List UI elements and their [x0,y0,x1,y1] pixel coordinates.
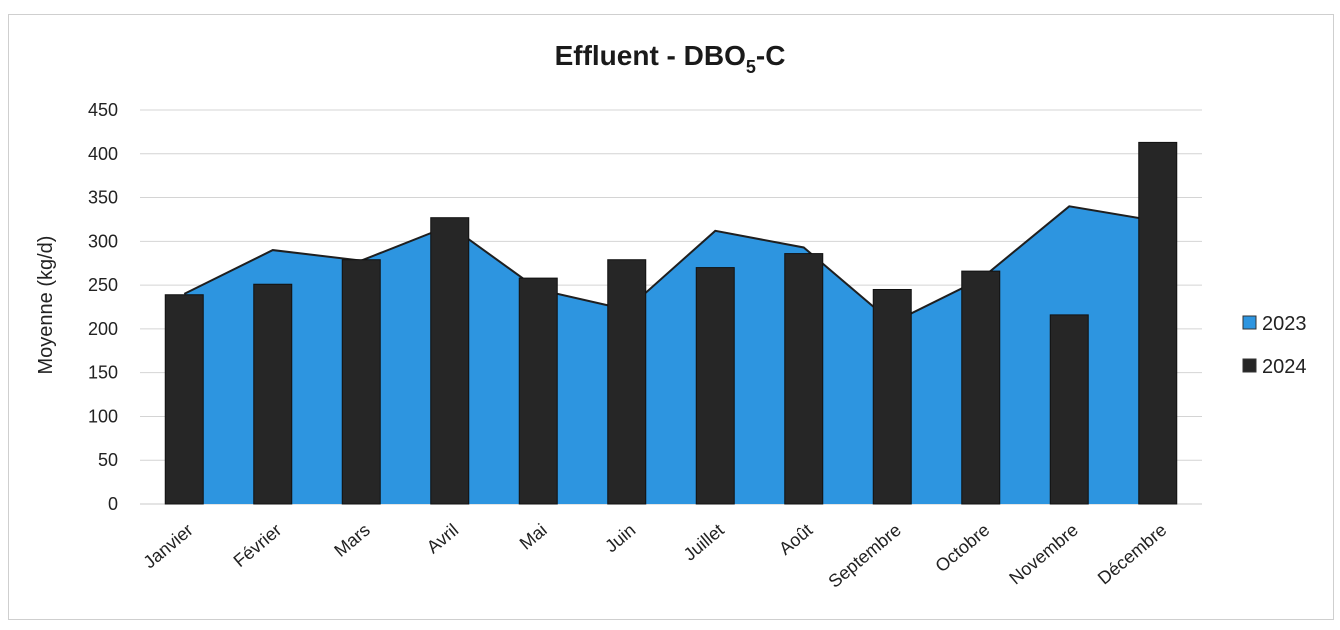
y-tick-label: 200 [88,319,118,339]
y-tick-label: 400 [88,144,118,164]
y-axis-ticks: 0 50 100 150 200 250 300 350 400 450 [88,100,118,514]
x-tick-label: Août [775,520,816,559]
bar-2024 [1049,314,1089,505]
x-tick-label: Juin [601,520,639,557]
y-tick-label: 300 [88,231,118,251]
x-tick-label: Septembre [825,520,905,592]
bar-2024 [341,259,381,505]
legend: 2023 2024 [1242,313,1307,378]
bar-2024 [872,288,912,505]
bar-2024 [430,217,470,505]
bar-2024 [253,283,293,505]
series-2024-bars [164,141,1178,505]
x-tick-label: Novembre [1005,520,1081,589]
x-axis-ticks: Janvier Février Mars Avril Mai Juin Juillet Aoû… [140,520,1171,592]
legend-label: 2024 [1262,356,1307,378]
bar-2024 [607,259,647,505]
bar-2024 [164,294,204,505]
series-2023-area [183,205,1158,505]
x-tick-label: Octobre [931,520,993,576]
bar-2024 [518,277,558,505]
y-tick-label: 150 [88,363,118,383]
y-tick-label: 250 [88,275,118,295]
x-tick-label: Décembre [1094,520,1170,589]
chart-title: Effluent - DBO5-C [555,40,786,77]
y-tick-label: 350 [88,188,118,208]
bar-2024 [695,267,735,505]
y-tick-label: 50 [98,450,118,470]
legend-swatch [1242,315,1257,330]
y-tick-label: 0 [108,494,118,514]
bar-2024 [1138,141,1178,505]
y-axis-label: Moyenne (kg/d) [35,236,57,375]
legend-swatch [1242,358,1257,373]
y-tick-label: 100 [88,406,118,426]
x-tick-label: Juillet [680,520,728,565]
bar-2024 [961,270,1001,505]
bar-2024 [784,253,824,505]
x-tick-label: Mai [516,520,551,554]
legend-label: 2023 [1262,313,1307,335]
x-tick-label: Mars [330,520,373,561]
y-tick-label: 450 [88,100,118,120]
x-tick-label: Janvier [140,520,197,573]
x-tick-label: Février [230,520,286,571]
area-fill-2023 [184,206,1158,505]
x-tick-label: Avril [423,520,462,558]
area-outline-2023 [183,205,1158,324]
